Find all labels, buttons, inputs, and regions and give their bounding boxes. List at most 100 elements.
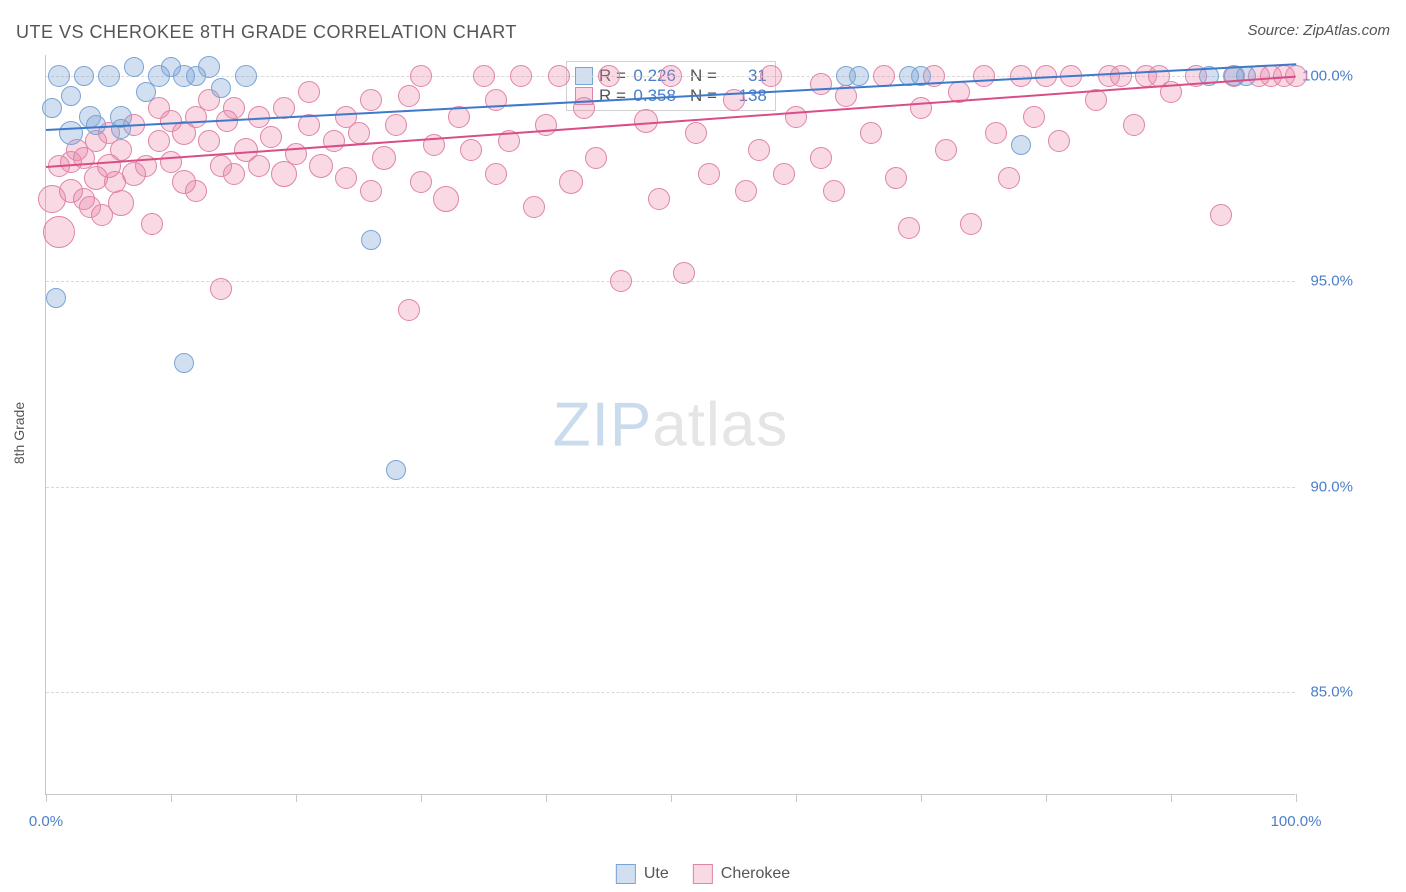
bottom-legend: Ute Cherokee (616, 864, 790, 884)
plot-wrap: 8th Grade ZIPatlas R =0.226N =31R =0.358… (45, 55, 1360, 810)
scatter-point-cherokee (810, 73, 832, 95)
watermark-atlas: atlas (652, 390, 788, 459)
scatter-point-cherokee (360, 180, 382, 202)
y-axis-label: 8th Grade (11, 401, 27, 463)
legend-label: Cherokee (721, 865, 790, 883)
x-tick-label: 100.0% (1271, 813, 1322, 830)
scatter-point-cherokee (248, 155, 270, 177)
scatter-point-ute (42, 98, 62, 118)
scatter-point-cherokee (960, 213, 982, 235)
legend-item: Ute (616, 864, 669, 884)
scatter-point-ute (386, 460, 406, 480)
scatter-point-cherokee (785, 106, 807, 128)
scatter-point-ute (124, 57, 144, 77)
x-tick (171, 794, 172, 802)
scatter-point-cherokee (110, 139, 132, 161)
y-tick-label: 100.0% (1302, 67, 1353, 84)
scatter-point-ute (235, 65, 257, 87)
scatter-point-ute (98, 65, 120, 87)
scatter-point-cherokee (885, 167, 907, 189)
source-attribution: Source: ZipAtlas.com (1247, 22, 1390, 39)
plot-area: ZIPatlas R =0.226N =31R =0.358N =138 85.… (45, 55, 1295, 795)
x-tick (796, 794, 797, 802)
scatter-point-cherokee (148, 130, 170, 152)
scatter-point-cherokee (210, 278, 232, 300)
scatter-point-cherokee (773, 163, 795, 185)
scatter-point-cherokee (348, 122, 370, 144)
x-tick (46, 794, 47, 802)
scatter-point-ute (211, 78, 231, 98)
scatter-point-cherokee (410, 65, 432, 87)
scatter-point-cherokee (485, 163, 507, 185)
scatter-point-cherokee (860, 122, 882, 144)
scatter-point-cherokee (1048, 130, 1070, 152)
legend-swatch (693, 864, 713, 884)
scatter-point-cherokee (873, 65, 895, 87)
scatter-point-cherokee (485, 89, 507, 111)
scatter-point-ute (198, 56, 220, 78)
scatter-point-cherokee (510, 65, 532, 87)
scatter-point-ute (48, 65, 70, 87)
scatter-point-cherokee (108, 190, 134, 216)
scatter-point-cherokee (473, 65, 495, 87)
watermark: ZIPatlas (553, 389, 788, 460)
x-tick (1046, 794, 1047, 802)
scatter-point-cherokee (309, 154, 333, 178)
scatter-point-cherokee (223, 97, 245, 119)
scatter-point-cherokee (1010, 65, 1032, 87)
gridline (46, 692, 1295, 693)
scatter-point-cherokee (1123, 114, 1145, 136)
scatter-point-cherokee (685, 122, 707, 144)
scatter-point-cherokee (823, 180, 845, 202)
stats-r-label: R = (599, 86, 626, 106)
scatter-point-ute (849, 66, 869, 86)
scatter-point-cherokee (198, 130, 220, 152)
x-tick (421, 794, 422, 802)
scatter-point-ute (59, 121, 83, 145)
scatter-point-cherokee (748, 139, 770, 161)
scatter-point-cherokee (898, 217, 920, 239)
scatter-point-cherokee (271, 161, 297, 187)
scatter-point-cherokee (285, 143, 307, 165)
scatter-point-cherokee (398, 299, 420, 321)
scatter-point-cherokee (372, 146, 396, 170)
y-tick-label: 90.0% (1310, 478, 1353, 495)
chart-title: UTE VS CHEROKEE 8TH GRADE CORRELATION CH… (16, 22, 517, 43)
legend-swatch (616, 864, 636, 884)
scatter-point-cherokee (973, 65, 995, 87)
scatter-point-cherokee (433, 186, 459, 212)
scatter-point-cherokee (141, 213, 163, 235)
gridline (46, 487, 1295, 488)
scatter-point-ute (174, 353, 194, 373)
scatter-point-cherokee (698, 163, 720, 185)
scatter-point-cherokee (735, 180, 757, 202)
x-tick (546, 794, 547, 802)
watermark-zip: ZIP (553, 390, 652, 459)
scatter-point-ute (1236, 66, 1256, 86)
scatter-point-cherokee (548, 65, 570, 87)
scatter-point-cherokee (398, 85, 420, 107)
scatter-point-cherokee (585, 147, 607, 169)
scatter-point-cherokee (335, 167, 357, 189)
gridline (46, 281, 1295, 282)
scatter-point-cherokee (910, 97, 932, 119)
scatter-point-cherokee (223, 163, 245, 185)
scatter-point-cherokee (673, 262, 695, 284)
scatter-point-cherokee (760, 65, 782, 87)
scatter-point-cherokee (523, 196, 545, 218)
scatter-point-cherokee (460, 139, 482, 161)
scatter-point-ute (1011, 135, 1031, 155)
scatter-point-cherokee (998, 167, 1020, 189)
legend-label: Ute (644, 865, 669, 883)
scatter-point-ute (86, 115, 106, 135)
legend-item: Cherokee (693, 864, 790, 884)
scatter-point-cherokee (160, 151, 182, 173)
x-tick (921, 794, 922, 802)
scatter-point-ute (61, 86, 81, 106)
scatter-point-cherokee (559, 170, 583, 194)
x-tick-label: 0.0% (29, 813, 63, 830)
scatter-point-cherokee (360, 89, 382, 111)
scatter-point-cherokee (298, 81, 320, 103)
scatter-point-cherokee (610, 270, 632, 292)
x-tick (1171, 794, 1172, 802)
